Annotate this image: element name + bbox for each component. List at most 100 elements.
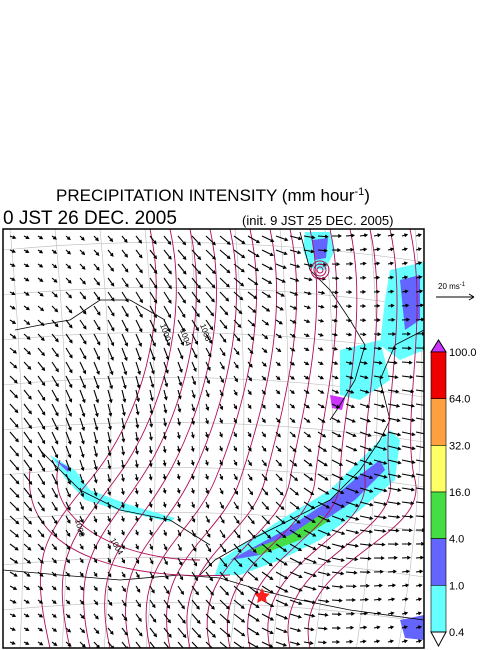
wind-arrow (401, 346, 412, 351)
wind-arrow (219, 529, 226, 539)
wind-arrow (275, 515, 286, 525)
wind-arrow (415, 361, 424, 365)
wind-arrow (289, 333, 296, 338)
wind-arrow (9, 543, 19, 551)
wind-arrow (233, 445, 237, 452)
wind-arrow (345, 639, 354, 644)
wind-arrow (37, 347, 46, 357)
wind-arrow (79, 291, 87, 300)
wind-arrow (303, 403, 310, 409)
wind-arrow (233, 417, 237, 424)
wind-arrow (401, 389, 415, 394)
wind-arrow (275, 249, 288, 256)
wind-arrow (205, 277, 216, 289)
wind-arrow (205, 459, 209, 466)
wind-arrow (163, 543, 168, 551)
wind-arrow (219, 543, 227, 553)
wind-arrow (261, 333, 269, 340)
wind-arrow (107, 543, 111, 550)
wind-arrow (303, 487, 315, 496)
wind-arrow (163, 613, 171, 624)
wind-arrow (163, 235, 172, 246)
wind-arrow (401, 528, 413, 533)
wind-arrow (107, 319, 115, 332)
wind-arrow (289, 641, 301, 646)
wind-arrow (331, 361, 339, 365)
wind-arrow (261, 641, 274, 648)
wind-arrow (345, 361, 354, 365)
wind-arrow (345, 529, 360, 535)
wind-arrow (148, 459, 153, 468)
wind-arrow (247, 403, 252, 410)
wind-arrow (359, 529, 374, 534)
wind-arrow (401, 261, 409, 266)
wind-arrow (9, 361, 18, 369)
wind-arrow (261, 291, 272, 298)
wind-arrow (135, 347, 142, 362)
wind-arrow (303, 501, 316, 510)
wind-arrow (401, 275, 409, 280)
wind-arrow (107, 529, 111, 536)
isobar (206, 229, 318, 648)
wind-arrow (359, 459, 373, 466)
wind-arrow (219, 277, 230, 288)
wind-arrow (79, 571, 84, 577)
wind-arrow (163, 431, 167, 441)
wind-arrow (65, 571, 71, 577)
wind-arrow (261, 277, 273, 284)
wind-arrow (93, 459, 98, 471)
wind-arrow (359, 487, 374, 493)
wind-arrow (247, 641, 259, 648)
wind-arrow (345, 318, 353, 323)
wind-arrow (177, 403, 182, 413)
wind-arrow (205, 361, 211, 371)
wind-arrow (345, 598, 356, 602)
wind-arrow (79, 459, 85, 472)
wind-arrow (79, 249, 86, 256)
wind-arrow (191, 319, 199, 332)
wind-arrow (163, 249, 172, 260)
wind-arrow (261, 557, 273, 567)
wind-arrow (303, 571, 317, 578)
graticule (3, 242, 424, 263)
wind-arrow (51, 417, 59, 431)
wind-arrow (177, 319, 185, 333)
wind-arrow (233, 529, 241, 539)
wind-arrow (247, 291, 258, 300)
wind-arrow (289, 585, 303, 592)
wind-arrow (345, 276, 353, 280)
wind-arrow (37, 543, 45, 551)
wind-arrow (373, 431, 387, 437)
wind-arrow (163, 361, 169, 374)
wind-arrow (191, 277, 201, 289)
wind-arrow (177, 599, 185, 610)
wind-arrow (373, 346, 383, 351)
wind-arrow (415, 247, 422, 252)
wind-arrow (121, 613, 128, 622)
wind-arrow (37, 473, 45, 486)
wind-arrow (345, 459, 359, 466)
isobar (267, 229, 378, 648)
wind-arrow (149, 361, 155, 375)
wind-arrow (233, 557, 243, 568)
wind-arrow (205, 571, 214, 582)
wind-arrow (289, 445, 297, 453)
wind-arrow (387, 403, 401, 408)
wind-arrow (387, 346, 397, 351)
wind-arrow (51, 529, 58, 538)
wind-arrow (317, 599, 330, 604)
wind-arrow (65, 319, 73, 329)
wind-arrow (205, 543, 212, 553)
title-end: ) (364, 186, 370, 205)
wind-arrow (134, 473, 139, 482)
wind-arrow (359, 289, 367, 294)
wind-arrow (289, 263, 301, 269)
wind-arrow (177, 641, 184, 648)
wind-arrow (247, 613, 260, 622)
wind-arrow (205, 235, 216, 246)
wind-arrow (163, 319, 171, 333)
wind-arrow (289, 487, 299, 496)
wind-arrow (79, 333, 87, 345)
wind-arrow (289, 627, 302, 633)
wind-arrow (135, 417, 140, 429)
